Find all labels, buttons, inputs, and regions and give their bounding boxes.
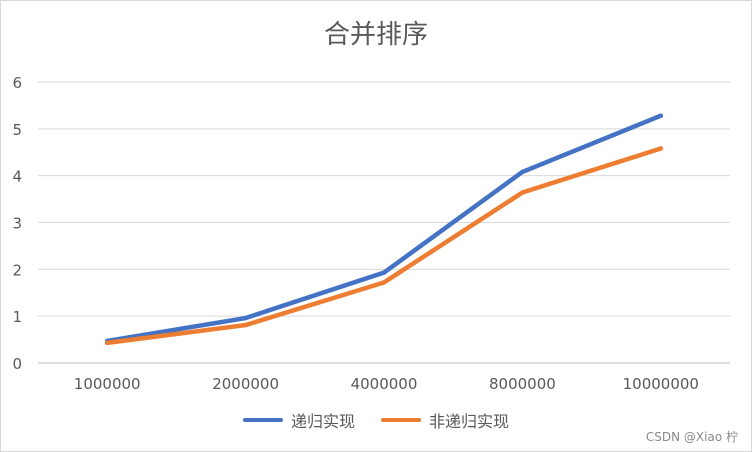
data-point-series-2 [520,190,525,195]
legend-item-series-1: 递归实现 [242,408,355,432]
data-point-series-2 [381,280,387,285]
series-line-2 [104,146,664,346]
watermark: CSDN @Xiao 柠 [645,430,738,444]
data-point-series-1 [243,315,248,321]
data-point-series-1 [658,113,663,118]
data-point-series-2 [105,340,110,346]
x-tick-label: 1000000 [74,375,141,393]
x-tick-label: 4000000 [351,375,418,393]
y-tick-label: 5 [12,121,22,139]
legend-swatch-series-1 [242,418,283,422]
y-tick-label: 1 [12,308,22,326]
legend-label-series-2: 非递归实现 [429,412,510,431]
y-tick-label: 2 [12,261,22,279]
data-point-series-2 [243,322,248,328]
data-point-series-1 [381,270,387,275]
chart-title: 合并排序 [323,20,428,50]
data-point-series-1 [520,169,525,175]
data-point-series-2 [658,146,663,151]
legend-swatch-series-2 [381,418,421,422]
x-tick-label: 2000000 [212,375,279,393]
legend-item-series-2: 非递归实现 [381,408,509,432]
y-tick-label: 4 [12,168,22,186]
legend-label-series-1: 递归实现 [290,412,355,431]
y-tick-label: 3 [12,215,22,233]
y-tick-label: 0 [12,355,22,373]
x-tick-label: 8000000 [489,375,556,393]
x-tick-label: 10000000 [623,375,699,393]
chart-legend: 递归实现 非递归实现 [0,408,752,432]
y-tick-label: 6 [12,74,22,92]
series-line-1 [104,113,664,344]
